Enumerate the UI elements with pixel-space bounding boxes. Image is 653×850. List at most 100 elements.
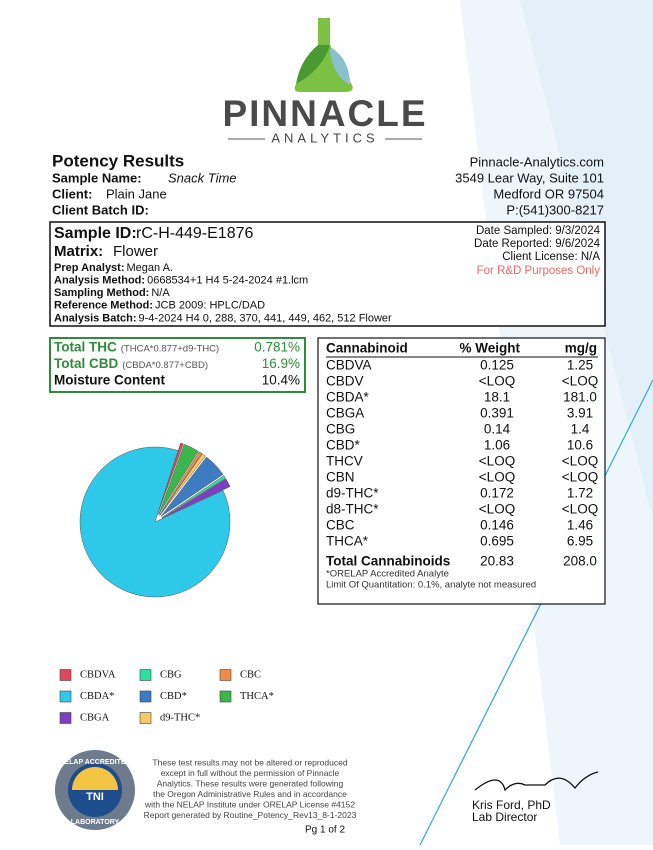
table-cell: 0.125: [480, 358, 514, 373]
table-cell: CBDVA: [326, 358, 372, 373]
badge-text: TNI: [86, 791, 104, 803]
legend-label: THCA*: [240, 691, 274, 702]
table-cell: 0.695: [480, 534, 514, 549]
date: Date Reported: 9/6/2024: [474, 238, 601, 250]
disclaimer: except in full without the permission of…: [161, 768, 340, 778]
summary-label: Moisture Content: [54, 373, 165, 388]
value: Flower: [113, 243, 158, 260]
legend-label: d9-THC*: [160, 712, 200, 723]
table-cell: <LOQ: [479, 374, 515, 389]
value: Snack Time: [168, 170, 237, 185]
pie-slice: [159, 451, 203, 516]
table-cell: CBN: [326, 470, 355, 485]
pie-slice: [79, 446, 231, 598]
table-cell: d9-THC*: [326, 486, 379, 501]
pie-slice: [160, 456, 224, 517]
table-cell: 1.72: [567, 486, 593, 501]
table-cell: 1.4: [571, 422, 590, 437]
logo-tagline: ANALYTICS: [271, 130, 378, 145]
table-cell: THCV: [326, 454, 363, 469]
table-cell: CBGA: [326, 406, 364, 421]
summary-value: 0.781%: [254, 340, 300, 355]
legend-label: CBD*: [160, 691, 187, 702]
logo-drop: [330, 48, 350, 85]
label: Sample ID:: [54, 225, 137, 242]
website: Pinnacle-Analytics.com: [470, 154, 604, 169]
pie-slice: [159, 453, 206, 516]
address: 3549 Lear Way, Suite 101: [455, 170, 604, 185]
table-cell: d8-THC*: [326, 502, 379, 517]
table-cell: CBC: [326, 518, 355, 533]
disclaimer: the Oregon Administrative Rules and in a…: [153, 789, 347, 799]
summary-formula: (THCA*0.877+d9-THC): [121, 344, 219, 355]
legend-label: CBGA: [80, 712, 110, 723]
table-cell: 18.1: [484, 390, 510, 405]
pie-slice: [158, 444, 199, 515]
value: rC-H-449-E1876: [136, 225, 253, 242]
table-total: Total Cannabinoids: [326, 554, 450, 569]
table-cell: <LOQ: [479, 502, 515, 517]
field-value: Megan A.: [127, 262, 173, 274]
field-label: Sampling Method:: [54, 287, 149, 299]
summary-value: 16.9%: [262, 356, 300, 371]
legend-swatch: [59, 690, 72, 703]
table-cell: 1.46: [567, 518, 593, 533]
field-label: Analysis Method:: [54, 275, 145, 287]
label: Matrix:: [54, 243, 103, 260]
table-cell: 1.06: [484, 438, 510, 453]
table-note: *ORELAP Accredited Analyte: [326, 569, 449, 580]
field-label: Reference Method:: [54, 300, 153, 312]
legend-swatch: [139, 690, 152, 703]
legend-label: CBC: [240, 669, 261, 680]
summary-formula: (CBDA*0.877+CBD): [122, 360, 208, 371]
legend-label: CBG: [160, 669, 182, 680]
disclaimer: Analytics. These results were generated …: [157, 778, 344, 788]
pie-slice: [157, 442, 184, 515]
table-total: 208.0: [563, 554, 597, 569]
table-cell: <LOQ: [479, 454, 515, 469]
signer-title: Lab Director: [472, 810, 537, 824]
table-cell: 181.0: [563, 390, 597, 405]
field-label: Prep Analyst:: [54, 262, 125, 274]
table-box: [317, 337, 606, 605]
disclaimer: These test results may not be altered or…: [152, 757, 347, 767]
table-cell: <LOQ: [562, 374, 598, 389]
table-header: mg/g: [565, 341, 597, 356]
legend-swatch: [59, 712, 72, 724]
table-cell: CBG: [326, 422, 355, 437]
field-value: 9-4-2024 H4 0, 288, 370, 441, 449, 462, …: [139, 312, 393, 324]
summary-value: 10.4%: [262, 373, 300, 388]
table-cell: 10.6: [567, 438, 593, 453]
legend-swatch: [59, 669, 72, 681]
decor-line: [419, 379, 653, 846]
disclaimer: Report generated by Routine_Potency_Rev1…: [144, 810, 357, 820]
table-header: Cannabinoid: [326, 341, 408, 356]
pie-slice: [161, 475, 226, 518]
legend-swatch: [139, 669, 152, 681]
badge-text: NELAP ACCREDITED: [59, 759, 130, 766]
field-value: 0668534+1 H4 5-24-2024 #1.lcm: [147, 275, 308, 287]
table-cell: 3.91: [567, 406, 593, 421]
badge-text: LABORATORY: [71, 819, 120, 826]
label: Client Batch ID:: [52, 202, 149, 217]
date: Date Sampled: 9/3/2024: [476, 225, 601, 237]
city: Medford OR 97504: [493, 186, 604, 201]
field-label: Analysis Batch:: [54, 312, 137, 324]
field-value: JCB 2009: HPLC/DAD: [155, 300, 265, 312]
title: Potency Results: [52, 151, 184, 170]
table-cell: <LOQ: [562, 454, 598, 469]
table-cell: 0.391: [480, 406, 514, 421]
pie-slice: [161, 478, 231, 519]
legend-label: CBDVA: [80, 669, 116, 680]
badge-sun: [72, 767, 118, 790]
page-number: Pg 1 of 2: [305, 825, 345, 836]
legend-swatch: [219, 669, 232, 681]
table-note: Limit Of Quantitation: 0.1%, analyte not…: [326, 580, 536, 591]
summary-label: Total THC: [54, 340, 117, 355]
table-cell: 0.146: [480, 518, 514, 533]
sample-box: [49, 221, 606, 327]
table-cell: <LOQ: [562, 470, 598, 485]
table-cell: CBDA*: [326, 390, 370, 405]
